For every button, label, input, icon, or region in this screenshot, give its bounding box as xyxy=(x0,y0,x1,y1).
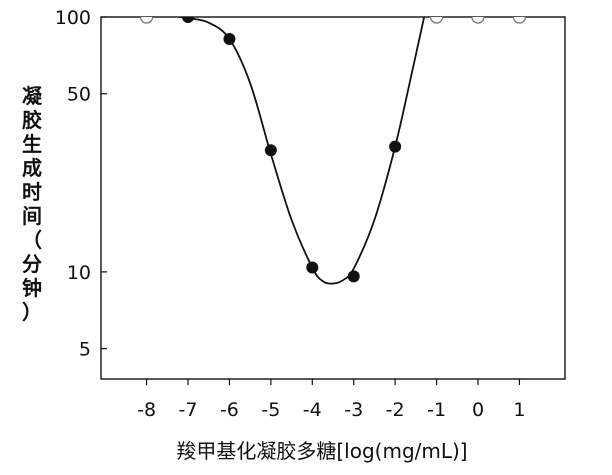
x-tick-label: -5 xyxy=(261,399,280,421)
data-point-filled xyxy=(389,140,402,153)
y-axis-label-char: 生 xyxy=(22,132,42,156)
x-tick-label: 1 xyxy=(513,399,525,421)
y-axis-label-char: 凝 xyxy=(22,84,43,108)
y-tick-label: 5 xyxy=(79,339,91,361)
y-axis-label-char: （ xyxy=(22,228,42,252)
data-point-open xyxy=(512,17,527,24)
fit-curve xyxy=(179,17,426,285)
y-axis-label-char: 成 xyxy=(22,156,42,180)
data-point-filled xyxy=(306,261,319,274)
plot-frame xyxy=(100,16,566,380)
data-point-open xyxy=(471,17,485,24)
x-tick-label: -8 xyxy=(137,399,156,421)
data-point-filled xyxy=(223,32,236,45)
y-axis-label-char: ） xyxy=(22,300,42,324)
plot-area xyxy=(100,16,566,380)
data-point-open xyxy=(429,17,444,24)
x-axis-ticks: -8 -7 -6 -5 -4 -3 -2 -1 0 1 xyxy=(137,379,525,421)
data-points-layer xyxy=(139,17,527,283)
x-axis-label: 羧甲基化凝胶多糖[log(mg/mL)] xyxy=(176,439,467,463)
y-axis-label-char: 胶 xyxy=(22,108,42,132)
x-tick-label: -1 xyxy=(427,399,446,421)
x-tick-label: 0 xyxy=(472,399,484,421)
y-axis-label-char: 钟 xyxy=(22,276,42,300)
data-point-filled xyxy=(264,144,277,157)
data-point-filled xyxy=(347,270,360,283)
y-tick-label: 50 xyxy=(67,84,91,106)
x-tick-label: -3 xyxy=(344,399,363,421)
x-tick-label: -2 xyxy=(386,399,405,421)
x-tick-label: -4 xyxy=(303,399,322,421)
y-axis-label-char: 分 xyxy=(22,252,42,276)
y-tick-label: 100 xyxy=(55,7,91,29)
y-axis-label-char: 间 xyxy=(22,204,42,228)
y-tick-label: 10 xyxy=(67,262,91,284)
y-axis-label-char: 时 xyxy=(22,180,42,204)
data-point-filled xyxy=(182,17,194,23)
x-tick-label: -7 xyxy=(179,399,198,421)
y-axis-ticks: 5 10 50 100 xyxy=(55,7,107,361)
fit-curve-layer xyxy=(179,17,426,285)
x-tick-label: -6 xyxy=(220,399,239,421)
data-point-open xyxy=(139,17,154,24)
